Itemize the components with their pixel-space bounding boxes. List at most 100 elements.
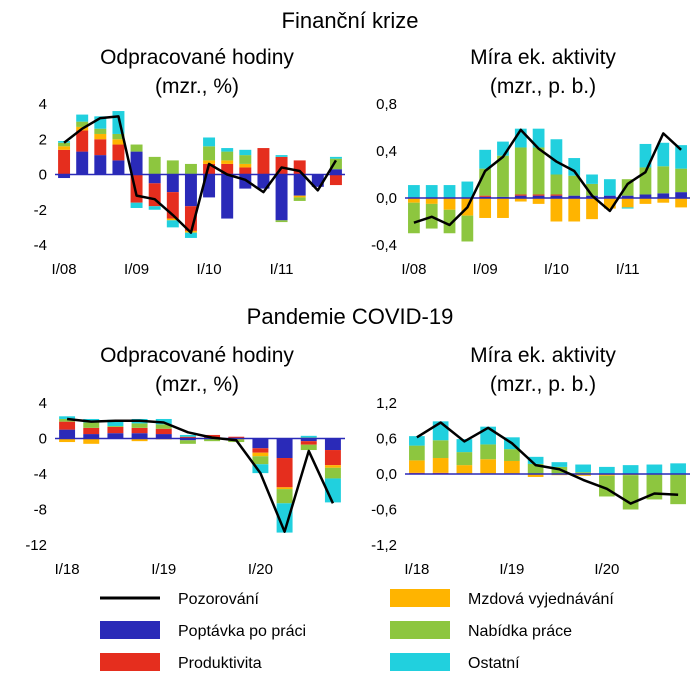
bar-segment-mzdove [443, 198, 456, 210]
bar-segment-produktivita [166, 192, 179, 219]
x-tick-label: I/10 [197, 261, 222, 278]
bar-segment-nabidka [166, 160, 179, 175]
bar-segment-nabidka [408, 202, 420, 234]
bar-segment-produktivita [228, 436, 245, 439]
chart-title: Odpracované hodiny [100, 344, 294, 367]
x-tick-label: I/18 [404, 561, 429, 578]
bar-segment-ostatni [622, 465, 639, 475]
bar-segment-nabidka [514, 147, 527, 195]
bar-segment-nabidka [575, 472, 591, 474]
chart-title: Míra ek. aktivity [470, 46, 616, 69]
legend-label-produktivita: Produktivita [178, 655, 262, 672]
bar-segment-produktivita [514, 194, 527, 196]
series-line-pozorovani [413, 128, 682, 227]
bar-segment-poptavka [293, 174, 306, 196]
bar-segment-nabidka [59, 418, 76, 422]
bar-segment-mzdove [527, 474, 544, 477]
bar-segment-nabidka [409, 445, 425, 461]
bar-segment-ostatni [657, 142, 670, 167]
bar-segment-produktivita [276, 458, 293, 488]
bar-segment-ostatni [456, 439, 473, 453]
bar-segment-nabidka [479, 168, 492, 196]
bar-segment-produktivita [300, 441, 317, 445]
bar-segment-mzdove [575, 474, 591, 476]
bar-segment-ostatni [599, 466, 615, 474]
bar-segment-mzdove [568, 198, 581, 222]
legend-swatch-nabidka [390, 621, 450, 639]
bar-segment-produktivita [409, 472, 425, 474]
bar-segment-mzdove [675, 198, 687, 208]
bar-segment-ostatni [568, 158, 581, 176]
bar-segment-ostatni [275, 155, 288, 157]
bar-segment-ostatni [300, 435, 317, 438]
bar-segment-produktivita [112, 144, 125, 161]
y-tick-label: 0,0 [376, 466, 397, 483]
y-tick-label: 0 [39, 167, 47, 184]
bar-segment-nabidka [657, 166, 670, 194]
bar-segment-mzdove [293, 195, 306, 198]
y-tick-label: 0,6 [376, 431, 397, 448]
bar-segment-mzdove [432, 458, 449, 473]
y-tick-label: -8 [34, 502, 47, 519]
bar-segment-nabidka [456, 452, 473, 466]
bar-segment-ostatni [239, 149, 252, 156]
bar-segment-poptavka [239, 174, 252, 189]
legend-swatch-ostatni [390, 653, 450, 671]
y-tick-label: 0 [39, 431, 47, 448]
bar-segment-produktivita [252, 448, 269, 453]
y-tick-label: 1,2 [376, 395, 397, 412]
y-tick-label: -4 [34, 466, 47, 483]
bar-segment-poptavka [130, 151, 143, 175]
y-tick-label: 4 [39, 96, 47, 113]
bar-segment-ostatni [550, 139, 563, 175]
bar-segment-nabidka [621, 179, 634, 196]
bar-segment-produktivita [532, 194, 545, 196]
chart-subtitle: (mzr., %) [155, 75, 239, 98]
bar-segment-nabidka [94, 128, 107, 134]
bar-segment-nabidka [112, 133, 125, 140]
bar-segment-mzdove [603, 198, 616, 209]
bar-segment-mzdove [83, 438, 100, 444]
bar-segment-nabidka [204, 438, 221, 442]
bar-segment-nabidka [329, 158, 342, 170]
bar-segment-ostatni [497, 141, 509, 156]
bar-segment-ostatni [461, 181, 474, 198]
y-tick-label: 0,0 [376, 190, 397, 207]
bar-segment-ostatni [166, 220, 179, 228]
bar-segment-ostatni [551, 462, 568, 467]
bar-segment-nabidka [675, 168, 687, 193]
x-tick-label: I/09 [473, 261, 498, 278]
legend-label-pozorovani: Pozorování [178, 591, 259, 608]
bar-segment-ostatni [252, 464, 269, 474]
bar-segment-ostatni [184, 232, 197, 238]
bar-segment-mzdove [425, 198, 438, 204]
bar-segment-poptavka [155, 434, 172, 439]
bar-segment-ostatni [408, 185, 420, 198]
bar-segment-poptavka [83, 434, 100, 439]
bar-segment-nabidka [275, 220, 288, 223]
bar-segment-produktivita [59, 421, 76, 430]
bar-segment-nabidka [184, 163, 197, 175]
bar-segment-nabidka [532, 147, 545, 195]
bar-segment-nabidka [107, 426, 124, 427]
bar-segment-poptavka [94, 155, 107, 175]
bar-segment-produktivita [550, 194, 563, 196]
bar-segment-poptavka [112, 160, 125, 175]
legend-label-mzdove: Mzdová vyjednávání [468, 591, 614, 608]
bar-segment-ostatni [675, 145, 687, 169]
bar-segment-mzdove [480, 459, 496, 474]
chart-title: Míra ek. aktivity [470, 344, 616, 367]
bar-segment-mzdove [112, 139, 125, 145]
bar-segment-ostatni [329, 156, 342, 159]
section-title-financial-crisis: Finanční krize [282, 8, 419, 33]
bar-segment-mzdove [497, 198, 509, 218]
bar-segment-poptavka [252, 438, 269, 449]
bar-segment-nabidka [461, 215, 474, 242]
bar-segment-produktivita [221, 163, 234, 175]
bar-segment-produktivita [58, 149, 71, 175]
bar-segment-ostatni [221, 148, 234, 152]
bar-segment-produktivita [76, 130, 89, 152]
bar-segment-nabidka [432, 440, 449, 459]
bar-segment-mzdove [456, 465, 473, 474]
bar-segment-poptavka [675, 192, 687, 199]
